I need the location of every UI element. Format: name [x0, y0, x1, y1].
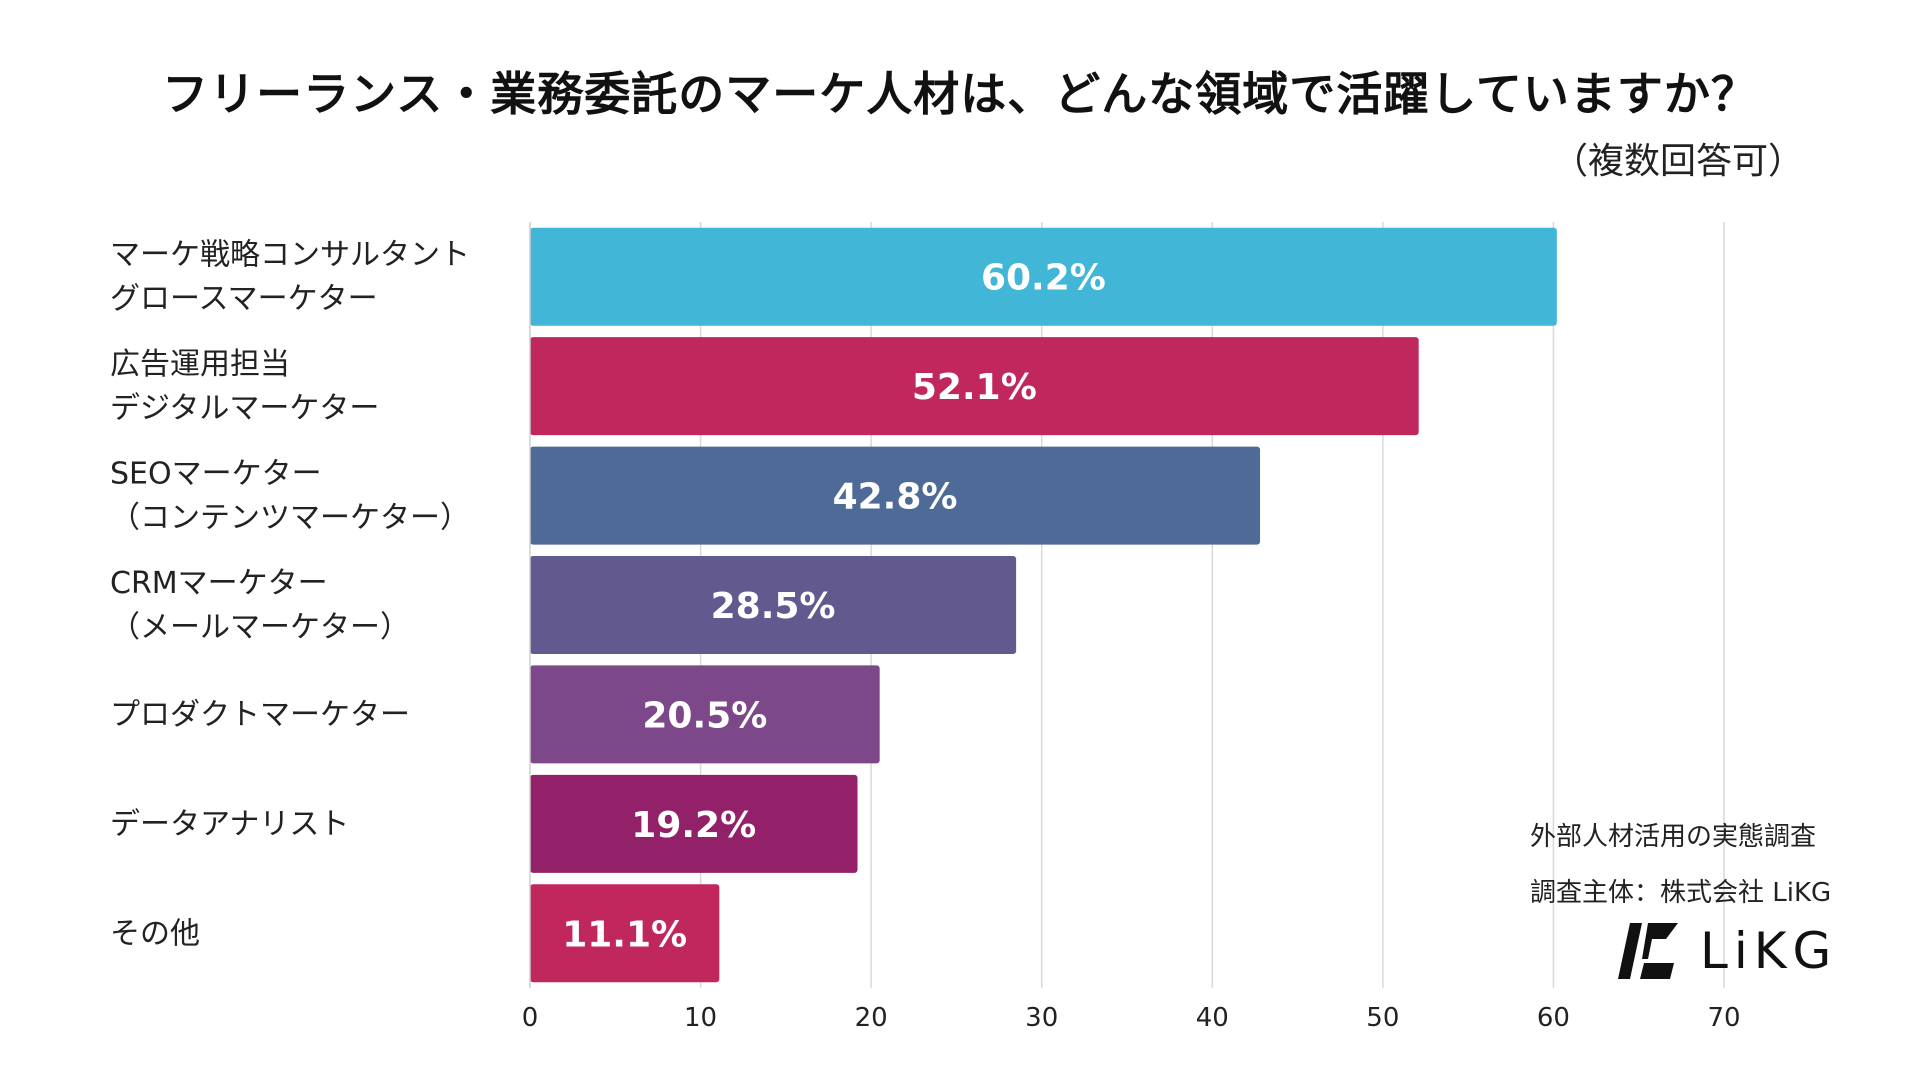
x-tick-label: 10 [684, 1003, 717, 1033]
bar-value-label: 60.2% [981, 258, 1106, 299]
bar-value-label: 52.1% [912, 367, 1037, 408]
category-label: SEOマーケター（コンテンツマーケター） [110, 457, 470, 536]
category-label: データアナリスト [110, 807, 349, 842]
bar [530, 556, 1017, 654]
chart-title: フリーランス・業務委託のマーケ人材は、どんな領域で活躍していますか？ [162, 67, 1758, 121]
x-tick-label: 50 [1366, 1003, 1399, 1033]
bar [530, 665, 880, 764]
source-organizer: 調査主体：株式会社 LiKG [1530, 878, 1832, 908]
bar-value-label: 42.8% [833, 477, 958, 518]
likg-logo-mark-icon [1618, 923, 1678, 979]
category-label: マーケ戦略コンサルタントグロースマーケター [110, 238, 470, 317]
x-tick-label: 30 [1025, 1003, 1058, 1033]
category-label: プロダクトマーケター [110, 697, 410, 732]
x-tick-label: 40 [1196, 1003, 1229, 1033]
likg-logo-text: LiKG [1700, 922, 1838, 980]
x-tick-label: 70 [1707, 1003, 1740, 1033]
bar-value-label: 19.2% [631, 805, 756, 846]
x-tick-label: 20 [855, 1003, 888, 1033]
bar [530, 446, 1261, 545]
bar-value-label: 11.1% [562, 914, 687, 955]
bar [530, 337, 1419, 436]
source-survey-name: 外部人材活用の実態調査 [1530, 822, 1817, 852]
chart-subtitle: （複数回答可） [1551, 141, 1804, 182]
category-label: その他 [110, 916, 200, 951]
bar [530, 884, 720, 983]
x-tick-label: 0 [522, 1003, 539, 1033]
category-label: CRMマーケター（メールマーケター） [110, 566, 410, 645]
likg-logo: LiKG [1616, 916, 1866, 986]
category-label: 広告運用担当デジタルマーケター [110, 347, 379, 426]
bar [530, 774, 858, 873]
bar [530, 227, 1557, 326]
bar-value-label: 20.5% [642, 695, 767, 736]
x-tick-label: 60 [1537, 1003, 1570, 1033]
bar-value-label: 28.5% [711, 586, 836, 627]
